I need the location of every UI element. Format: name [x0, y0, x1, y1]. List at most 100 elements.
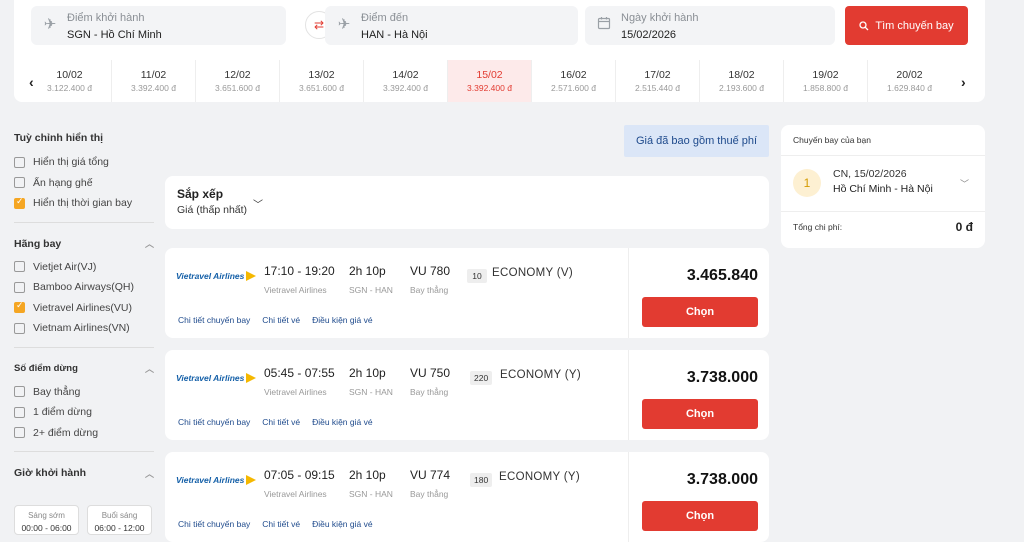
flight-duration: 2h 10p — [349, 468, 386, 482]
flight-detail-link[interactable]: Chi tiết chuyến bay — [178, 417, 251, 427]
date-option[interactable]: 14/02 3.392.400 đ — [364, 60, 448, 102]
checkbox[interactable] — [14, 156, 25, 168]
stop-type: Bay thẳng — [410, 387, 449, 397]
date-option-date: 14/02 — [392, 69, 419, 81]
chevron-up-icon: ︿ — [144, 239, 154, 249]
date-option[interactable]: 19/02 1.858.800 đ — [784, 60, 868, 102]
option-label: 1 điểm dừng — [33, 406, 92, 419]
date-option-date: 15/02 — [476, 69, 503, 81]
choose-flight-button[interactable]: Chọn — [642, 501, 758, 531]
choose-flight-button[interactable]: Chọn — [642, 399, 758, 429]
to-label: Điểm đến — [361, 12, 409, 24]
your-flight-title: Chuyến bay của bạn — [793, 135, 871, 145]
date-option-price: 3.651.600 đ — [215, 83, 260, 93]
airline-name: Vietravel Airlines — [264, 387, 327, 397]
time-slot-range: 06:00 - 12:00 — [94, 523, 145, 533]
sort-dropdown[interactable]: Sắp xếp Giá (thấp nhất) ﹀ — [165, 176, 769, 229]
checkbox[interactable] — [14, 177, 25, 189]
date-option-date: 19/02 — [812, 69, 839, 81]
flight-time: 07:05 - 09:15 — [264, 468, 335, 482]
flight-duration: 2h 10p — [349, 366, 386, 380]
stops-option[interactable]: 2+ điểm dừng — [14, 423, 154, 444]
plane-takeoff-icon: ✈ — [43, 16, 57, 33]
airline-option[interactable]: Bamboo Airways(QH) — [14, 277, 154, 298]
date-option[interactable]: 17/02 2.515.440 đ — [616, 60, 700, 102]
airline-option[interactable]: Vietjet Air(VJ) — [14, 257, 154, 278]
date-option[interactable]: 13/02 3.651.600 đ — [280, 60, 364, 102]
seats-left-badge: 180 — [470, 473, 493, 487]
date-strip: 10/02 3.122.400 đ 11/02 3.392.400 đ 12/02 3.6… — [28, 60, 951, 102]
display-option[interactable]: Hiển thị thời gian bay — [14, 193, 154, 214]
airline-logo: Vietravel Airlines — [176, 475, 257, 485]
stops-option[interactable]: Bay thẳng — [14, 382, 154, 403]
flight-number: VU 774 — [410, 468, 451, 482]
next-date-icon[interactable]: › — [961, 74, 966, 90]
divider — [781, 211, 985, 212]
option-label: Bamboo Airways(QH) — [33, 281, 134, 294]
date-option-price: 1.858.800 đ — [803, 83, 848, 93]
total-label: Tổng chi phí: — [793, 222, 843, 232]
ticket-detail-link[interactable]: Chi tiết vé — [262, 315, 301, 325]
filter-sidebar: Tuỳ chỉnh hiển thị Hiển thị giá tổng Ẩn h… — [14, 128, 154, 486]
date-option[interactable]: 11/02 3.392.400 đ — [112, 60, 196, 102]
date-option[interactable]: 12/02 3.651.600 đ — [196, 60, 280, 102]
airline-logo: Vietravel Airlines — [176, 271, 257, 281]
date-option[interactable]: 18/02 2.193.600 đ — [700, 60, 784, 102]
checkbox[interactable] — [14, 322, 25, 334]
ticket-detail-link[interactable]: Chi tiết vé — [262, 417, 301, 427]
checkbox[interactable] — [14, 196, 25, 209]
airlines-filter-title[interactable]: Hãng bay ︿ — [14, 237, 154, 250]
checkbox[interactable] — [14, 281, 25, 293]
ticket-detail-link[interactable]: Chi tiết vé — [262, 519, 301, 529]
date-option-price: 3.122.400 đ — [47, 83, 92, 93]
display-option[interactable]: Hiển thị giá tổng — [14, 152, 154, 173]
from-label: Điểm khởi hành — [67, 12, 145, 24]
departure-time-title[interactable]: Giờ khởi hành ︿ — [14, 467, 154, 479]
checkbox[interactable] — [14, 427, 25, 439]
fare-conditions-link[interactable]: Điều kiện giá vé — [312, 417, 373, 427]
checkbox[interactable] — [14, 386, 25, 398]
date-option-date: 11/02 — [140, 69, 167, 81]
seats-left-badge: 220 — [470, 371, 493, 385]
date-option[interactable]: 16/02 2.571.600 đ — [532, 60, 616, 102]
chevron-down-icon[interactable]: ﹀ — [960, 179, 970, 189]
choose-flight-button[interactable]: Chọn — [642, 297, 758, 327]
from-field[interactable]: ✈ Điểm khởi hành SGN - Hồ Chí Minh — [31, 6, 286, 45]
to-field[interactable]: ✈ Điểm đến HAN - Hà Nội — [325, 6, 578, 45]
airline-option[interactable]: Vietnam Airlines(VN) — [14, 318, 154, 339]
your-flight-panel: Chuyến bay của bạn 1 CN, 15/02/2026 Hồ C… — [781, 125, 985, 248]
date-option[interactable]: 20/02 1.629.840 đ — [868, 60, 951, 102]
time-slot-morning[interactable]: Buổi sáng 06:00 - 12:00 — [87, 505, 152, 535]
date-field[interactable]: Ngày khởi hành 15/02/2026 — [585, 6, 835, 45]
flight-route: SGN - HAN — [349, 285, 393, 295]
date-option-date: 17/02 — [644, 69, 671, 81]
prev-date-icon[interactable]: ‹ — [29, 74, 34, 90]
stops-filter-title[interactable]: Số điểm dừng ︿ — [14, 363, 154, 374]
option-label: Hiển thị thời gian bay — [33, 197, 133, 210]
flight-detail-link[interactable]: Chi tiết chuyến bay — [178, 519, 251, 529]
fare-conditions-link[interactable]: Điều kiện giá vé — [312, 519, 373, 529]
airline-name: Vietravel Airlines — [264, 489, 327, 499]
search-flights-button[interactable]: Tìm chuyến bay — [845, 6, 968, 45]
fare-price: 3.738.000 — [686, 471, 758, 488]
fare-conditions-link[interactable]: Điều kiện giá vé — [312, 315, 373, 325]
stops-option[interactable]: 1 điểm dừng — [14, 402, 154, 423]
date-option-price: 1.629.840 đ — [887, 83, 932, 93]
checkbox[interactable] — [14, 406, 25, 418]
date-option[interactable]: 15/02 3.392.400 đ — [448, 60, 532, 102]
checkbox[interactable] — [14, 261, 25, 273]
plane-landing-icon: ✈ — [337, 16, 351, 33]
time-slot-early[interactable]: Sáng sớm 00:00 - 06:00 — [14, 505, 79, 535]
chevron-down-icon: ﹀ — [253, 200, 263, 211]
airline-option[interactable]: Vietravel Airlines(VU) — [14, 298, 154, 319]
flight-route: SGN - HAN — [349, 387, 393, 397]
date-option-price: 3.392.400 đ — [467, 83, 512, 93]
seats-left-badge: 10 — [467, 269, 487, 283]
checkbox[interactable] — [14, 300, 25, 314]
display-options-list: Hiển thị giá tổng Ẩn hạng ghế Hiển thị thờ… — [14, 152, 154, 214]
divider — [781, 155, 985, 156]
display-option[interactable]: Ẩn hạng ghế — [14, 173, 154, 194]
date-option[interactable]: 10/02 3.122.400 đ — [28, 60, 112, 102]
fare-price: 3.738.000 — [686, 369, 758, 386]
flight-detail-link[interactable]: Chi tiết chuyến bay — [178, 315, 251, 325]
